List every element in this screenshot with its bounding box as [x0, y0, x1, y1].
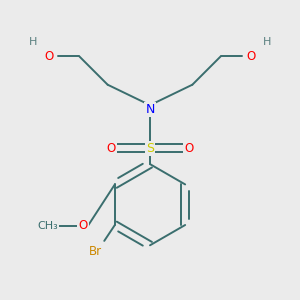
- Text: O: O: [78, 219, 88, 232]
- Text: H: H: [263, 38, 272, 47]
- Text: S: S: [146, 142, 154, 155]
- Text: CH₃: CH₃: [37, 221, 58, 231]
- Text: O: O: [45, 50, 54, 63]
- Text: O: O: [106, 142, 116, 155]
- Text: O: O: [184, 142, 194, 155]
- Text: H: H: [28, 38, 37, 47]
- Text: N: N: [145, 103, 155, 116]
- Text: O: O: [246, 50, 255, 63]
- Text: Br: Br: [89, 245, 102, 258]
